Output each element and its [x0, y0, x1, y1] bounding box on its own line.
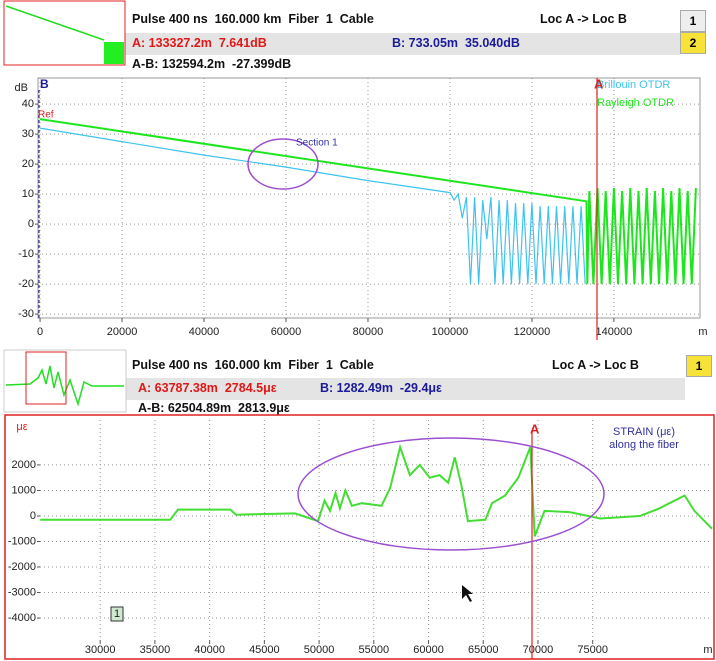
delta: A-B: 62504.89m 2813.9με — [138, 401, 290, 415]
badge — [110, 606, 124, 622]
cursor-b: B: 1282.49m -29.4με — [320, 381, 442, 395]
y-tick-label: 40 — [22, 98, 34, 110]
mouse-pointer — [462, 585, 473, 602]
y-tick-label: 2000 — [12, 459, 36, 471]
x-tick-label: 55000 — [359, 644, 390, 656]
cursor-label: B — [40, 77, 49, 91]
y-tick-label: -1000 — [8, 535, 36, 547]
trace-tab[interactable]: 1 — [680, 10, 706, 32]
route: Loc A -> Loc B — [552, 358, 639, 372]
thumbnail-noise — [104, 42, 124, 64]
x-tick-label: 100000 — [432, 326, 469, 338]
panel-frame — [4, 414, 715, 660]
chart-1: 2000 1000 0 -1000 -2000 -3000 -4000 30000 35000 4… — [8, 420, 713, 656]
badge-label: 1 — [114, 608, 120, 620]
x-tick-label: 60000 — [413, 644, 444, 656]
header-band — [125, 378, 685, 400]
x-tick-label: 40000 — [194, 644, 225, 656]
y-tick-label: 0 — [28, 218, 34, 230]
highlight-ellipse — [297, 437, 605, 551]
y-tick-label: -4000 — [8, 612, 36, 624]
delta: A-B: 132594.2m -27.399dB — [132, 57, 292, 71]
annotation: STRAIN (με) — [613, 426, 675, 438]
y-tick-label: 1000 — [12, 484, 36, 496]
x-tick-label: 45000 — [249, 644, 280, 656]
legend-label: Rayleigh OTDR — [597, 97, 674, 109]
x-tick-label: 50000 — [304, 644, 335, 656]
x-unit: m — [703, 644, 712, 656]
x-tick-label: 75000 — [577, 644, 608, 656]
y-tick-label: -2000 — [8, 561, 36, 573]
x-tick-label: 40000 — [189, 326, 220, 338]
x-tick-label: 0 — [37, 326, 43, 338]
x-tick-label: 140000 — [596, 326, 633, 338]
y-tick-label: -30 — [18, 308, 34, 320]
x-tick-label: 70000 — [523, 644, 554, 656]
pulse-info: Pulse 400 ns 160.000 km Fiber 1 Cable — [132, 12, 374, 26]
x-tick-label: 120000 — [514, 326, 551, 338]
x-tick-label: 20000 — [107, 326, 138, 338]
pulse-info: Pulse 400 ns 160.000 km Fiber 1 Cable — [132, 358, 374, 372]
cursor-b: B: 733.05m 35.040dB — [392, 36, 520, 50]
series-line — [39, 127, 586, 285]
y-tick-label: 20 — [22, 158, 34, 170]
y-unit: dB — [15, 82, 28, 94]
trace-tab[interactable]: 2 — [680, 32, 706, 54]
header-band — [125, 33, 680, 55]
x-tick-label: 60000 — [271, 326, 302, 338]
y-unit: με — [16, 421, 27, 433]
y-tick-label: 0 — [30, 510, 36, 522]
x-tick-label: 30000 — [85, 644, 116, 656]
cursor-a: A: 133327.2m 7.641dB — [132, 36, 267, 50]
trace-tab[interactable]: 1 — [686, 355, 712, 377]
x-tick-label: 65000 — [468, 644, 499, 656]
x-tick-label: 80000 — [353, 326, 384, 338]
ref-label: Ref — [38, 110, 54, 121]
annotation: Section 1 — [296, 138, 338, 149]
thumbnail-trace — [5, 5, 105, 41]
route: Loc A -> Loc B — [540, 12, 627, 26]
x-tick-label: 35000 — [140, 644, 171, 656]
y-tick-label: 30 — [22, 128, 34, 140]
legend-label: Brillouin OTDR — [597, 79, 670, 91]
y-tick-label: -20 — [18, 278, 34, 290]
thumbnail-trace — [5, 365, 124, 407]
cursor-label: A — [530, 421, 540, 436]
y-tick-label: -10 — [18, 248, 34, 260]
x-unit: m — [698, 326, 707, 338]
series-line — [40, 443, 713, 537]
thumbnail — [3, 349, 127, 413]
thumbnail-window — [25, 351, 67, 405]
cursor-a: A: 63787.38m 2784.5με — [138, 381, 277, 395]
highlight-ellipse — [247, 138, 319, 190]
y-tick-label: -3000 — [8, 586, 36, 598]
y-tick-label: 10 — [22, 188, 34, 200]
chart-0: -30 -20 -10 0 10 20 30 40 0 20000 40000 60000 80000 1… — [18, 78, 700, 338]
annotation: along the fiber — [609, 439, 679, 451]
cursor-label: A — [594, 76, 604, 91]
